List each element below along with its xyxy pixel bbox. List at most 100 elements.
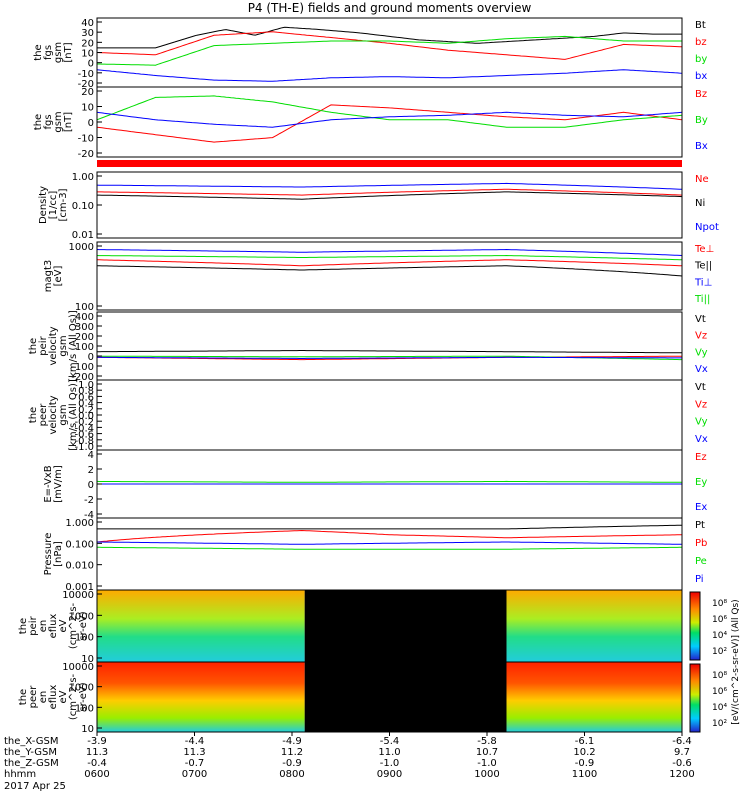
legend-Vz: Vz [695, 399, 707, 410]
series-line-by [97, 35, 682, 66]
xrow-label: the_X-GSM [4, 736, 58, 747]
legend-Ex: Ex [695, 502, 707, 513]
legend-Pi: Pi [695, 574, 704, 585]
ytick-label: 20 [81, 38, 94, 49]
panel-frame [96, 311, 683, 381]
legend-Te⊥: Te⊥ [694, 244, 714, 255]
ytick-label: 200 [75, 332, 94, 343]
series-line-Npot [97, 182, 682, 190]
colorbar-tick: 10² [712, 719, 727, 729]
colorbar-strip [689, 591, 701, 661]
legend-Pt: Pt [695, 520, 705, 531]
heatmap-left [97, 590, 305, 662]
legend-Bt: Bt [695, 20, 706, 31]
xrow-value: 1000 [474, 769, 499, 780]
series-line-Ni [97, 191, 682, 200]
xrow-value: 11.2 [281, 747, 303, 758]
colorbar-strip [689, 663, 701, 733]
ylabel-line: [km/s (All Qs)] [68, 310, 79, 382]
ylabel-line: the [28, 338, 39, 354]
xrow-value: -0.9 [282, 758, 302, 769]
ylabel-line: [mV/m] [53, 465, 64, 503]
legend-by: by [695, 54, 707, 65]
ylabel-line: eflux [48, 614, 59, 639]
xrow-value: 0800 [279, 769, 304, 780]
legend-bx: bx [695, 71, 707, 82]
xrow-value: -6.1 [575, 736, 595, 747]
ylabel-line: E=-VxB [43, 465, 54, 502]
ylabel-line: [nT] [63, 42, 74, 62]
xrow-value: -3.9 [87, 736, 107, 747]
series-line-Ne [97, 188, 682, 196]
ylabel-line: en [38, 620, 49, 633]
series-line-Pe [97, 546, 682, 550]
legend-Ne: Ne [695, 174, 709, 185]
ytick-label: 0.01 [72, 230, 94, 241]
ytick-label: 0.100 [65, 539, 94, 550]
colorbar-tick: 10⁴ [712, 631, 727, 641]
series-line-Ti⊥ [97, 248, 682, 256]
xrow-value: -5.4 [380, 736, 400, 747]
panel-efield: 4 2 0 -2 -4 E=-VxB [mV/m] Ez Ey Ex [43, 449, 707, 521]
ytick-label: 0 [88, 352, 94, 363]
ylabel-line: (cm^2-s- [68, 602, 79, 649]
xrow-value: 11.0 [378, 747, 400, 758]
series-line-bz [97, 31, 682, 60]
ytick-label: 0.001 [65, 582, 94, 593]
xrow-value: -0.9 [575, 758, 595, 769]
panel-density: 1.00 0.10 0.01 Density [1/cc] [cm-3] Ne Ni Npot [38, 171, 719, 241]
legend-Vy: Vy [695, 347, 708, 358]
ylabel-line: [nT] [63, 112, 74, 132]
status-bar [97, 160, 682, 167]
ytick-label: 10000 [62, 662, 94, 673]
ytick-label: 0 [88, 118, 94, 129]
ytick-label: 10 [81, 724, 94, 735]
series-line-Ey [97, 480, 682, 483]
panel-frame [96, 379, 683, 451]
ytick-label: 0 [88, 480, 94, 491]
ytick-label: 40 [81, 18, 94, 29]
ytick-label: 10 [81, 654, 94, 665]
ylabel-line: fgs [43, 114, 54, 129]
ylabel-line: eV [58, 690, 69, 703]
legend-Pb: Pb [695, 538, 707, 549]
ytick-label: 1.00 [72, 172, 94, 183]
ytick-label: -100 [71, 362, 94, 373]
chart-title: P4 (TH-E) fields and ground moments over… [248, 1, 532, 15]
ylabel-line: sr-eV) [78, 611, 89, 640]
xrow-value: 9.7 [674, 747, 690, 758]
legend-bz: bz [695, 37, 707, 48]
ytick-label: -20 [78, 149, 94, 160]
xrow-value: -1.0 [477, 758, 497, 769]
series-line-Te|| [97, 265, 682, 277]
xrow-value: -6.4 [672, 736, 692, 747]
ytick-label: 10 [81, 103, 94, 114]
xrow-value: -0.6 [672, 758, 692, 769]
ytick-label: -1.0 [74, 442, 94, 453]
ytick-label: 300 [75, 322, 94, 333]
heatmap-gap [304, 662, 507, 732]
ylabel-line: peir [28, 615, 39, 635]
ylabel-line: gsm [58, 335, 69, 356]
colorbar-label: [eV/(cm^2-s-sr-eV)] (All Qs) [731, 599, 741, 724]
ylabel-line: sr-eV) [78, 682, 89, 711]
legend-Vx: Vx [695, 364, 708, 375]
legend-Ni: Ni [695, 198, 705, 209]
ytick-label: 4 [88, 450, 94, 461]
ytick-label: 100 [75, 703, 94, 714]
series-line-Pb [97, 529, 682, 543]
ylabel-line: the [33, 114, 44, 130]
heatmap-left [97, 662, 305, 732]
xrow-value: -4.9 [282, 736, 302, 747]
ylabel-line: gsm [53, 42, 64, 63]
ylabel-line: peir [38, 335, 49, 355]
ylabel-line: [cm-3] [58, 188, 69, 221]
ytick-label: 400 [75, 312, 94, 323]
legend-Ti⊥: Ti⊥ [694, 277, 712, 288]
ylabel-line: magt3 [43, 260, 54, 293]
ylabel-line: peer [28, 685, 39, 709]
